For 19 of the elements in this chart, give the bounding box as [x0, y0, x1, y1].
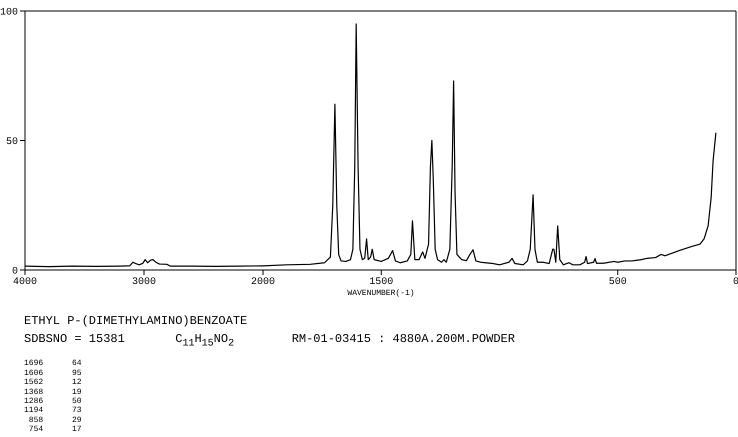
text: 1286 50 — [24, 397, 83, 406]
text: 1368 19 — [24, 388, 83, 398]
y-tick-label: 0 — [12, 266, 18, 278]
text: ETHYL P-(DIMETHYLAMINO)BENZOATE — [24, 313, 248, 329]
text: SDBSNO = 15381 C$_{11}$H$_{15}$NO$_{2}$ RM-01-03415 : 4880A.200M.POWDER — [24, 332, 515, 350]
text: 1696 64 — [24, 359, 83, 369]
text: 1194 73 — [24, 406, 83, 416]
text: 1562 12 — [24, 378, 83, 388]
text: 754 17 — [28, 425, 83, 435]
x-tick-label: 4000 — [12, 277, 38, 288]
y-tick-label: 100 — [0, 8, 18, 19]
x-tick-label: 1500 — [369, 277, 394, 288]
y-tick-label: 50 — [6, 137, 18, 148]
text: 1606 95 — [24, 368, 83, 378]
x-axis-title: WAVENUMBER(-1) — [347, 289, 415, 298]
x-tick-label: 2000 — [250, 277, 276, 288]
text: 858 29 — [28, 416, 83, 426]
x-tick-label: 3000 — [132, 277, 156, 288]
x-tick-label: 500 — [608, 277, 627, 288]
